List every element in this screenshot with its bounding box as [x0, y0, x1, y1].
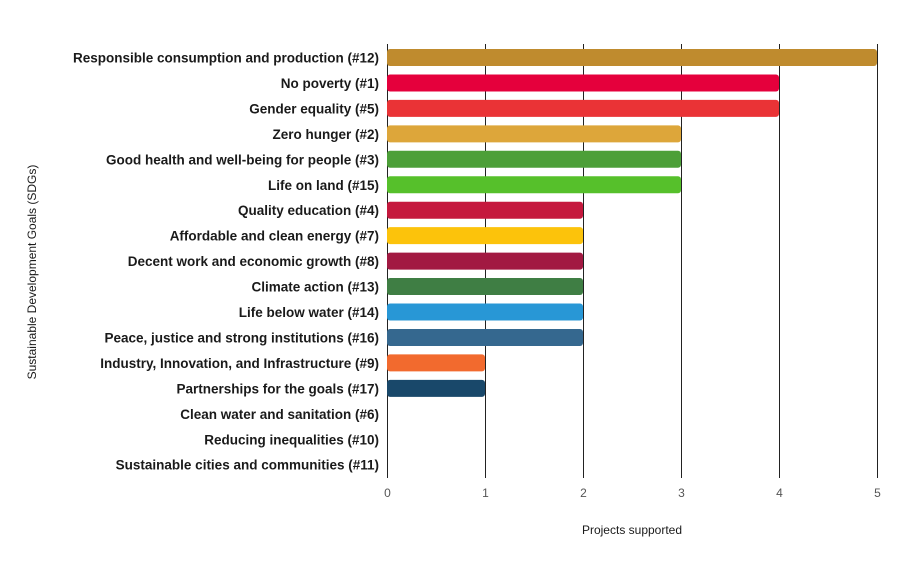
category-label: Partnerships for the goals (#17): [176, 381, 379, 396]
category-label: Climate action (#13): [251, 280, 379, 295]
bar: [387, 176, 681, 194]
bar: [387, 201, 583, 219]
category-label: Industry, Innovation, and Infrastructure…: [100, 356, 379, 371]
y-axis-title: Sustainable Development Goals (SDGs): [25, 165, 39, 380]
bars: [387, 49, 877, 397]
x-tick-labels: 0 1 2 3 4 5: [384, 486, 881, 500]
category-label: Affordable and clean energy (#7): [170, 229, 379, 244]
bar: [387, 99, 779, 117]
x-tick-label: 4: [776, 486, 783, 500]
category-label: No poverty (#1): [281, 76, 379, 91]
bar: [387, 354, 485, 372]
x-axis-title: Projects supported: [582, 523, 682, 537]
bar: [387, 150, 681, 168]
bar: [387, 379, 485, 397]
bar: [387, 328, 583, 346]
x-tick-label: 1: [482, 486, 489, 500]
bar: [387, 227, 583, 245]
category-label: Sustainable cities and communities (#11): [116, 458, 379, 473]
bar: [387, 278, 583, 296]
x-tick-label: 3: [678, 486, 685, 500]
bar: [387, 252, 583, 270]
category-label: Gender equality (#5): [249, 101, 379, 116]
bar: [387, 74, 779, 92]
category-label: Clean water and sanitation (#6): [180, 407, 379, 422]
x-tick-label: 0: [384, 486, 391, 500]
category-label: Quality education (#4): [238, 203, 379, 218]
category-label: Reducing inequalities (#10): [204, 432, 379, 447]
x-tick-label: 2: [580, 486, 587, 500]
category-label: Zero hunger (#2): [272, 127, 379, 142]
bar: [387, 49, 877, 66]
category-label: Decent work and economic growth (#8): [128, 254, 379, 269]
category-labels: Responsible consumption and production (…: [73, 51, 379, 473]
category-label: Responsible consumption and production (…: [73, 51, 379, 66]
bar: [387, 125, 681, 143]
x-tick-label: 5: [874, 486, 881, 500]
bar: [387, 303, 583, 321]
category-label: Life below water (#14): [239, 305, 379, 320]
category-label: Life on land (#15): [268, 178, 379, 193]
category-label: Peace, justice and strong institutions (…: [104, 330, 379, 345]
category-label: Good health and well-being for people (#…: [106, 152, 379, 167]
